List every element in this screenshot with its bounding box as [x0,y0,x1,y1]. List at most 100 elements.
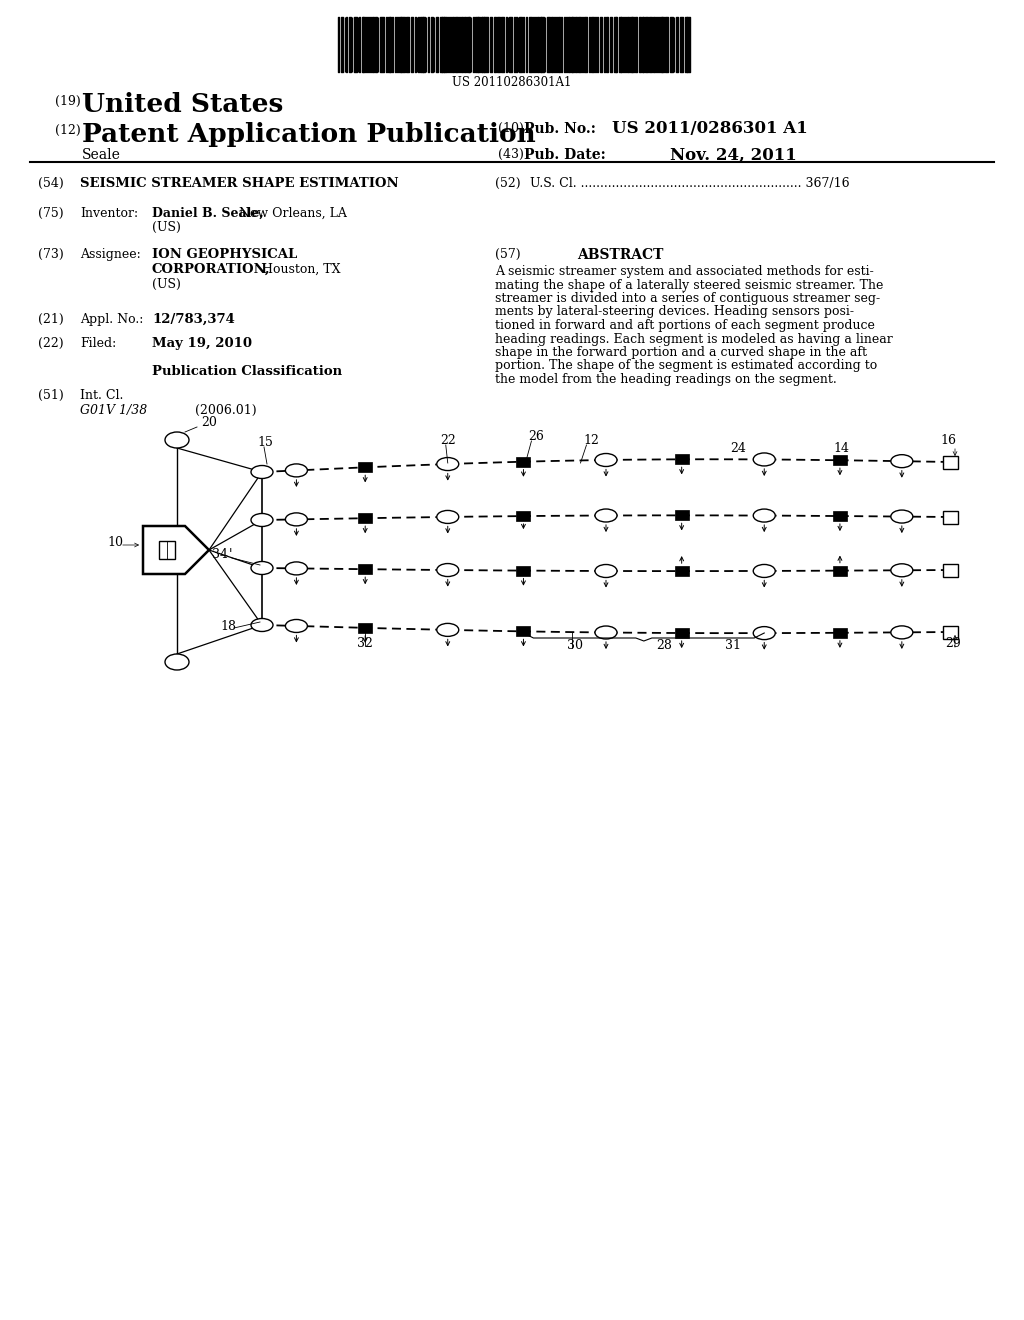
Bar [358,513,372,523]
Text: 22: 22 [439,434,456,447]
Text: (19): (19) [55,95,81,108]
Ellipse shape [595,565,617,578]
Text: heading readings. Each segment is modeled as having a linear: heading readings. Each segment is modele… [495,333,893,346]
Text: 24: 24 [730,442,745,455]
Text: U.S. Cl. ......................................................... 367/16: U.S. Cl. ...............................… [530,177,850,190]
Text: portion. The shape of the segment is estimated according to: portion. The shape of the segment is est… [495,359,878,372]
Ellipse shape [251,466,273,479]
Ellipse shape [437,458,459,470]
Ellipse shape [286,463,307,477]
Ellipse shape [165,432,189,447]
Text: 31: 31 [725,639,740,652]
Bar [833,628,847,638]
Text: Inventor:: Inventor: [80,207,138,220]
Text: (57): (57) [495,248,520,261]
Text: New Orleans, LA: New Orleans, LA [234,207,347,220]
Text: 34: 34 [212,548,228,561]
Bar [942,626,957,639]
Ellipse shape [754,627,775,640]
Text: Int. Cl.: Int. Cl. [80,389,123,403]
Bar [516,565,530,576]
Ellipse shape [286,619,307,632]
Text: (10): (10) [498,121,524,135]
Text: Nov. 24, 2011: Nov. 24, 2011 [670,147,797,164]
Text: 20: 20 [201,416,217,429]
Ellipse shape [754,565,775,577]
Text: SEISMIC STREAMER SHAPE ESTIMATION: SEISMIC STREAMER SHAPE ESTIMATION [80,177,398,190]
Ellipse shape [286,513,307,525]
Bar [675,628,689,638]
Text: Patent Application Publication: Patent Application Publication [82,121,536,147]
Text: (43): (43) [498,148,524,161]
Text: Assignee:: Assignee: [80,248,140,261]
Text: tioned in forward and aft portions of each segment produce: tioned in forward and aft portions of ea… [495,319,874,333]
Text: Daniel B. Seale,: Daniel B. Seale, [152,207,264,220]
Text: the model from the heading readings on the segment.: the model from the heading readings on t… [495,374,837,385]
Text: 32: 32 [357,638,373,649]
Bar [516,457,530,467]
Text: Pub. No.:: Pub. No.: [524,121,596,136]
Ellipse shape [165,653,189,671]
Text: streamer is divided into a series of contiguous streamer seg-: streamer is divided into a series of con… [495,292,880,305]
Text: ION GEOPHYSICAL: ION GEOPHYSICAL [152,248,297,261]
Text: G01V 1/38: G01V 1/38 [80,404,147,417]
Text: Filed:: Filed: [80,337,117,350]
Text: (51): (51) [38,389,63,403]
Ellipse shape [754,453,775,466]
Text: United States: United States [82,92,284,117]
Bar [833,511,847,521]
Text: 16: 16 [940,434,956,447]
Text: A seismic streamer system and associated methods for esti-: A seismic streamer system and associated… [495,265,873,279]
Ellipse shape [891,626,912,639]
Text: 30: 30 [566,639,583,652]
Text: 18: 18 [220,620,236,634]
Text: Seale: Seale [82,148,121,162]
Text: Publication Classification: Publication Classification [152,366,342,378]
Text: May 19, 2010: May 19, 2010 [152,337,252,350]
Ellipse shape [891,564,912,577]
Text: ments by lateral-steering devices. Heading sensors posi-: ments by lateral-steering devices. Headi… [495,305,854,318]
Ellipse shape [437,511,459,524]
Text: US 20110286301A1: US 20110286301A1 [453,77,571,88]
Text: (US): (US) [152,279,181,290]
Ellipse shape [891,510,912,523]
Bar [942,564,957,577]
Text: US 2011/0286301 A1: US 2011/0286301 A1 [612,120,808,137]
Text: (22): (22) [38,337,63,350]
Bar [833,455,847,465]
Bar [516,511,530,521]
Bar [675,511,689,520]
Polygon shape [143,525,209,574]
Bar [358,564,372,574]
Ellipse shape [595,454,617,466]
Text: (12): (12) [55,124,81,137]
Text: 26: 26 [528,430,545,444]
Ellipse shape [251,513,273,527]
Bar [942,511,957,524]
Text: (21): (21) [38,313,63,326]
Ellipse shape [754,510,775,521]
Text: Pub. Date:: Pub. Date: [524,148,606,162]
Bar [675,454,689,465]
Text: shape in the forward portion and a curved shape in the aft: shape in the forward portion and a curve… [495,346,867,359]
Ellipse shape [437,623,459,636]
Text: (US): (US) [152,220,181,234]
Bar [358,462,372,473]
Ellipse shape [595,626,617,639]
Text: (2006.01): (2006.01) [195,404,257,417]
Text: 12/783,374: 12/783,374 [152,313,234,326]
Bar [516,627,530,636]
Text: (73): (73) [38,248,63,261]
Text: 14: 14 [834,442,849,455]
Text: (52): (52) [495,177,520,190]
Text: ABSTRACT: ABSTRACT [577,248,664,261]
Bar [833,566,847,576]
Text: 29: 29 [945,638,961,649]
Text: (54): (54) [38,177,63,190]
Ellipse shape [286,562,307,576]
Text: 10: 10 [106,536,123,549]
Ellipse shape [251,619,273,631]
Bar [675,566,689,576]
Text: Appl. No.:: Appl. No.: [80,313,143,326]
Text: (75): (75) [38,207,63,220]
